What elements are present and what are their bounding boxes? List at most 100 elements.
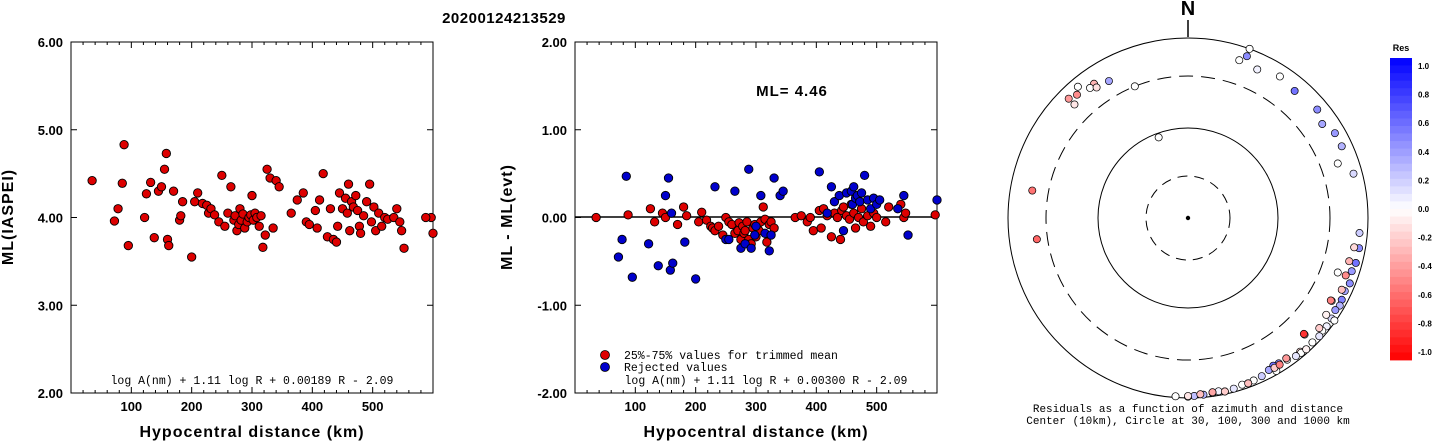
trimmed-mean-point [838, 202, 849, 212]
rejected-point [751, 221, 761, 231]
station-point [1070, 100, 1079, 109]
rejected-point [621, 171, 631, 181]
magnitude-formula: log A(nm) + 1.11 log R + 0.00300 R - 2.0… [625, 375, 908, 388]
colorbar-cell [1390, 246, 1412, 255]
data-point [209, 210, 220, 220]
legend-marker-trimmed [600, 350, 610, 360]
trimmed-mean-point [591, 212, 601, 223]
station-point [1184, 392, 1192, 400]
x-axis-label: Hypocentral distance (km) [643, 424, 868, 441]
magnitude-formula: log A(nm) + 1.11 log R + 0.00189 R - 2.0… [111, 375, 394, 388]
data-point [176, 211, 186, 221]
data-point [193, 188, 203, 198]
colorbar-cell [1390, 193, 1412, 202]
station-point [1345, 279, 1354, 288]
colorbar-cell [1390, 254, 1412, 263]
data-point [145, 177, 156, 188]
station-point [1318, 120, 1327, 128]
figure-title: 20200124213529 [442, 10, 566, 27]
trimmed-mean-point [850, 223, 861, 233]
colorbar-cell [1390, 284, 1412, 293]
rejected-point [826, 182, 837, 192]
ml-value-annotation: ML= 4.46 [756, 83, 828, 100]
colorbar-cell [1390, 88, 1412, 97]
rejected-point [724, 234, 734, 245]
station-point [1345, 257, 1354, 266]
x-tick-label: 500 [866, 399, 888, 414]
colorbar-tick-label: 1.0 [1418, 62, 1430, 71]
data-point [254, 221, 264, 231]
colorbar-cell [1390, 156, 1412, 165]
colorbar-cell [1390, 80, 1412, 89]
data-point [334, 188, 345, 198]
rejected-point [903, 230, 913, 240]
rejected-point [730, 186, 740, 196]
x-tick-label: 300 [745, 399, 767, 414]
magnitude-vs-distance-plot: 2.00 3.00 4.00 5.00 6.00 100 200 300 400 500 log… [0, 35, 438, 441]
x-tick-label: 200 [181, 399, 203, 414]
station-point [1244, 379, 1253, 388]
legend-label-rejected: Rejected values [624, 362, 728, 375]
colorbar-title: Res [1393, 43, 1410, 53]
colorbar-cell [1390, 141, 1412, 149]
data-point [325, 204, 336, 214]
station-point [1196, 390, 1205, 399]
station-point [1154, 133, 1163, 142]
colorbar-cell [1390, 178, 1412, 187]
station-point [1073, 90, 1081, 99]
station-point [1086, 84, 1094, 92]
y-tick-label: 2.00 [542, 35, 567, 50]
x-ticks: 100 200 300 400 500 [82, 42, 422, 414]
trimmed-mean-point [832, 212, 843, 223]
colorbar-cell [1390, 307, 1412, 316]
y-axis-label: ML(IASPEI) [0, 169, 17, 265]
colorbar-cell [1390, 118, 1412, 127]
colorbar-cell [1390, 65, 1412, 74]
station-point [1073, 82, 1082, 91]
x-tick-label: 400 [301, 399, 323, 414]
x-ticks: 100 200 300 400 500 [586, 42, 926, 414]
station-point [1171, 392, 1180, 401]
rejected-point [710, 182, 720, 192]
data-point [159, 164, 170, 174]
trimmed-mean-point [865, 221, 876, 231]
data-point [352, 205, 363, 216]
station-point [1092, 83, 1101, 92]
colorbar-cell [1390, 103, 1412, 112]
data-point [331, 237, 342, 247]
colorbar-tick-label: 0.4 [1418, 148, 1430, 157]
trimmed-mean-point [694, 217, 704, 227]
data-point [318, 168, 328, 179]
data-point [358, 211, 369, 221]
rejected-point [653, 261, 663, 271]
data-point [119, 140, 129, 150]
rejected-point [766, 230, 776, 240]
data-point [364, 179, 375, 189]
rejected-point [617, 234, 627, 245]
trimmed-mean-point [681, 211, 692, 221]
caption-line-1: Residuals as a function of azimuth and d… [1033, 404, 1343, 416]
colorbar-cell [1390, 171, 1412, 180]
data-point [366, 217, 377, 227]
trimmed-mean-point [884, 202, 894, 212]
station-point [1282, 354, 1291, 363]
rejected-point [778, 186, 788, 196]
colorbar-cell [1390, 329, 1412, 338]
colorbar-cell [1390, 110, 1412, 119]
colorbar-cell [1390, 344, 1412, 353]
colorbar-cell [1390, 239, 1412, 248]
trimmed-mean-point [672, 219, 683, 230]
data-point [333, 221, 343, 231]
legend-marker-rejected [600, 362, 610, 372]
trimmed-mean-point [816, 223, 826, 233]
data-point [396, 226, 407, 236]
data-point [220, 221, 230, 231]
y-tick-label: 1.00 [542, 123, 567, 138]
y-axis-label: ML - ML(evt) [499, 164, 516, 270]
colorbar-cells [1390, 58, 1412, 361]
trimmed-mean-point [762, 237, 772, 247]
residual-colorbar: Res 1.0 0.8 0.6 0.4 0.2 0.0 -0.2 -0.4 -0.6 -0.8 -1… [1390, 43, 1432, 361]
trimmed-mean-point [881, 217, 891, 227]
colorbar-tick-label: 0.0 [1418, 205, 1430, 214]
rejected-point [855, 197, 865, 207]
